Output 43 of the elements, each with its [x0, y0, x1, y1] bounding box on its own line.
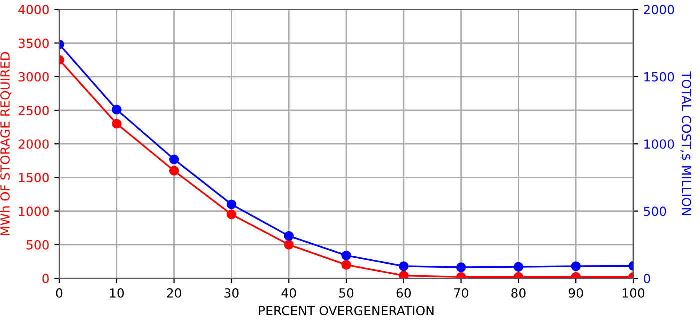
y2-axis-title: TOTAL COST,$ MILLION [680, 72, 692, 216]
y-tick-label: 0 [42, 274, 49, 284]
y-tick-label: 1500 [19, 173, 49, 183]
y-axis-title: MWh OF STORAGE REQUIRED [0, 52, 12, 236]
x-tick-label: 80 [512, 288, 526, 298]
point [456, 262, 466, 272]
point [284, 231, 294, 242]
y2-tick-label: 0 [644, 274, 650, 284]
y-tick-label: 3000 [18, 72, 49, 82]
y-tick-label: 500 [26, 240, 49, 250]
y-tick-label: 2000 [18, 140, 49, 150]
point [514, 262, 524, 272]
y-tick-label: 1000 [19, 206, 49, 216]
x-tick-label: 70 [454, 288, 468, 298]
y2-tick-label: 500 [644, 206, 666, 216]
x-tick-label: 20 [167, 288, 182, 298]
point [112, 119, 122, 129]
point [169, 154, 180, 164]
x-tick-label: 100 [622, 288, 645, 298]
y-tick-label: 4000 [18, 5, 49, 15]
point [342, 250, 352, 261]
y2-tick-label: 1500 [644, 72, 674, 82]
x-tick-label: 90 [568, 288, 584, 298]
y2-tick-label: 1000 [644, 140, 674, 150]
x-tick-label: 0 [56, 288, 63, 298]
x-tick-label: 40 [282, 288, 296, 298]
point [112, 104, 122, 115]
point [226, 200, 237, 210]
point [399, 262, 409, 272]
x-tick-label: 10 [110, 288, 124, 298]
y2-tick-label: 2000 [644, 5, 674, 15]
y-tick-label: 2500 [18, 106, 49, 116]
point [399, 270, 409, 279]
y-tick-label: 3500 [18, 38, 49, 48]
x-tick-label: 50 [340, 288, 354, 298]
point [169, 166, 180, 176]
point [342, 260, 352, 270]
point [284, 240, 294, 250]
point [571, 262, 581, 272]
x-tick-label: 30 [224, 288, 239, 298]
point [226, 210, 237, 220]
x-tick-label: 60 [396, 288, 412, 298]
x-axis-title: PERCENT OVERGENERATION [259, 306, 434, 316]
